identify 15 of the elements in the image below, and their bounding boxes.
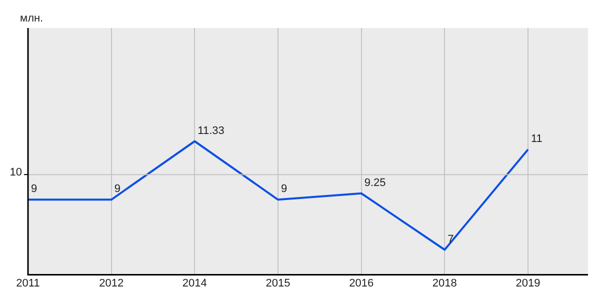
data-label: 11 — [531, 133, 542, 146]
data-label: 9.25 — [364, 176, 386, 189]
data-label: 11.33 — [198, 124, 224, 137]
x-tick-label: 2018 — [432, 277, 457, 290]
x-tick-label: 2014 — [182, 277, 207, 290]
data-label: 9 — [281, 183, 288, 196]
data-label: 9 — [114, 183, 120, 196]
x-tick-label: 2011 — [16, 277, 40, 290]
x-tick-label: 2012 — [99, 277, 124, 290]
data-label: 9 — [31, 183, 38, 196]
ref-line-label: 10 — [10, 166, 22, 179]
x-tick-label: 2016 — [349, 277, 374, 290]
x-tick-label: 2015 — [266, 277, 290, 290]
x-tick-label: 2019 — [516, 277, 540, 290]
y-axis-title: млн. — [20, 12, 44, 25]
